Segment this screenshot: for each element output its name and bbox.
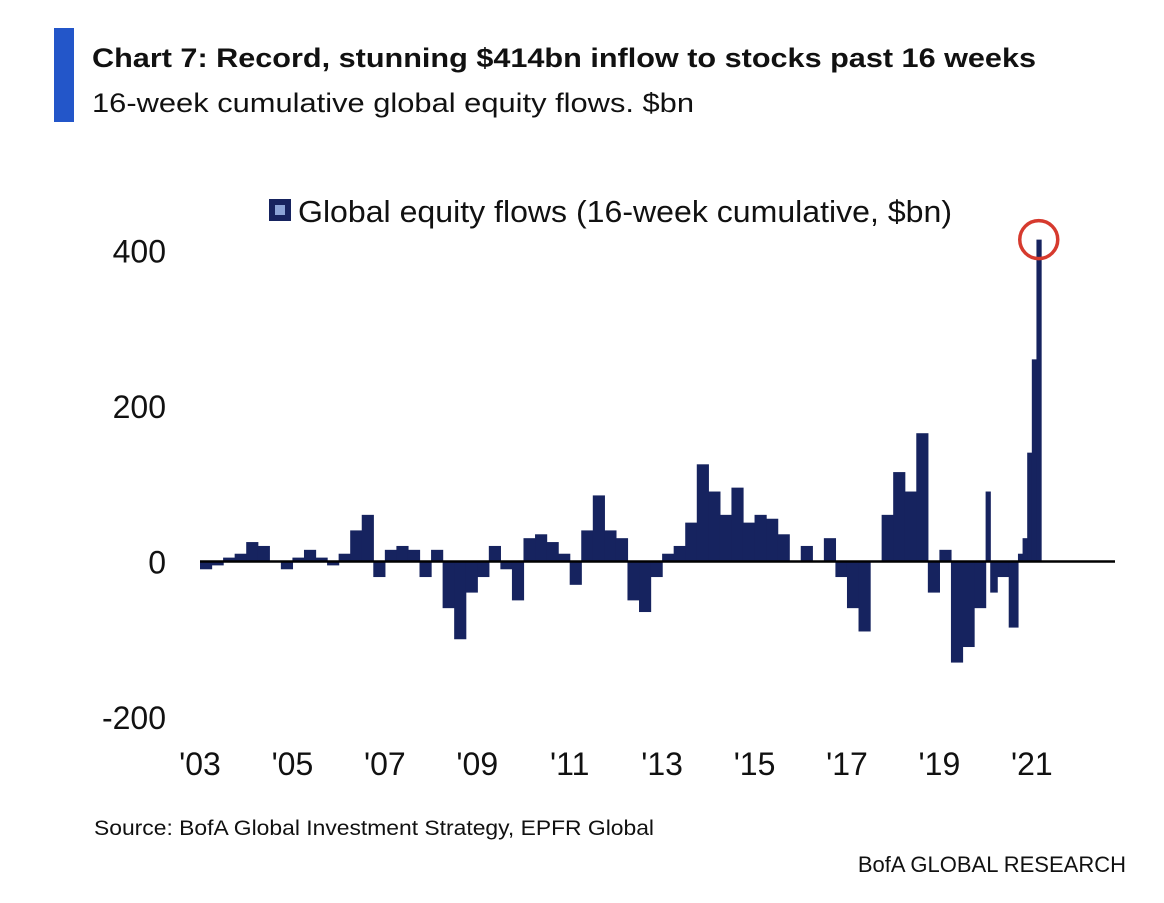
x-tick-label: '19 — [919, 746, 961, 782]
bar — [569, 561, 582, 585]
bar — [442, 561, 455, 609]
bar — [835, 561, 848, 578]
bar — [904, 491, 917, 562]
x-tick-label: '03 — [179, 746, 221, 782]
bar — [535, 534, 548, 562]
bar — [673, 545, 686, 562]
bar — [742, 522, 756, 562]
bar — [766, 518, 779, 562]
bar — [419, 561, 432, 578]
bar — [257, 545, 270, 562]
bar — [500, 561, 513, 570]
bar — [431, 549, 444, 562]
bar — [1036, 239, 1042, 562]
bar — [927, 561, 940, 593]
bar — [303, 549, 317, 562]
bar — [974, 561, 987, 609]
bar — [754, 514, 767, 562]
chart-title: Chart 7: Record, stunning $414bn inflow … — [92, 43, 1036, 73]
bar — [1027, 452, 1033, 562]
bar — [881, 514, 894, 562]
bar — [858, 561, 871, 632]
legend-label: Global equity flows (16-week cumulative,… — [298, 194, 952, 229]
bar — [327, 561, 340, 566]
bar — [939, 549, 952, 562]
bar — [1017, 553, 1024, 562]
bar — [465, 561, 478, 593]
y-tick-label: 200 — [113, 389, 166, 425]
bar — [893, 472, 906, 562]
x-tick-label: '05 — [272, 746, 314, 782]
bar — [211, 561, 224, 566]
y-tick-label: 400 — [113, 234, 166, 270]
bar — [523, 538, 536, 562]
bar — [581, 530, 594, 562]
bar — [846, 561, 860, 609]
bar — [350, 530, 363, 562]
bar — [985, 491, 991, 562]
legend-swatch-inner — [275, 205, 285, 215]
bar — [604, 530, 617, 562]
bar — [708, 491, 721, 562]
accent-bar — [54, 28, 74, 122]
bar — [615, 538, 629, 562]
plot-area: -200 0 200 400 '03 '05 '07 '09 '11 '13 '15 '17 '19 '2… — [102, 218, 1115, 782]
bar — [650, 561, 663, 578]
bar — [246, 542, 259, 562]
x-tick-label: '13 — [641, 746, 683, 782]
x-tick-label: '21 — [1011, 746, 1053, 782]
bar — [373, 561, 386, 578]
y-tick-label: 0 — [148, 545, 166, 581]
bar — [1008, 561, 1019, 628]
bar — [592, 495, 605, 562]
x-tick-label: '07 — [364, 746, 406, 782]
bar — [696, 464, 709, 562]
bar — [990, 561, 998, 593]
chart-subtitle: 16-week cumulative global equity flows. … — [92, 88, 694, 118]
source-note: Source: BofA Global Investment Strategy,… — [94, 817, 654, 840]
bar — [454, 561, 467, 640]
bar — [639, 561, 652, 613]
bar — [962, 561, 975, 648]
brand: BofA GLOBAL RESEARCH — [858, 852, 1126, 877]
x-tick-label: '15 — [734, 746, 776, 782]
bar — [223, 557, 236, 562]
bar — [823, 538, 837, 562]
bar — [315, 557, 328, 562]
bar — [511, 561, 525, 601]
bar — [384, 549, 398, 562]
bar — [546, 542, 559, 562]
bar — [1022, 538, 1028, 562]
bar — [719, 514, 733, 562]
bar — [1031, 359, 1038, 562]
bar — [685, 522, 698, 562]
bar — [280, 561, 294, 570]
x-tick-label: '09 — [456, 746, 498, 782]
bar — [558, 553, 571, 562]
bar — [950, 561, 964, 663]
bar — [488, 545, 501, 562]
bar — [731, 487, 744, 562]
bar — [407, 549, 421, 562]
bar — [997, 561, 1010, 578]
x-tick-label: '11 — [550, 746, 589, 782]
highlight-circle — [1018, 218, 1060, 261]
bar — [396, 545, 409, 562]
bar — [627, 561, 640, 601]
bar — [800, 545, 813, 562]
x-tick-label: '17 — [826, 746, 868, 782]
bar — [292, 557, 305, 562]
bar — [477, 561, 490, 578]
bar — [361, 514, 374, 562]
bar — [338, 553, 351, 562]
bar — [200, 561, 213, 570]
bar — [777, 534, 790, 562]
y-tick-label: -200 — [102, 700, 166, 736]
bar — [916, 433, 929, 562]
bar — [234, 553, 247, 562]
bar — [662, 553, 675, 562]
